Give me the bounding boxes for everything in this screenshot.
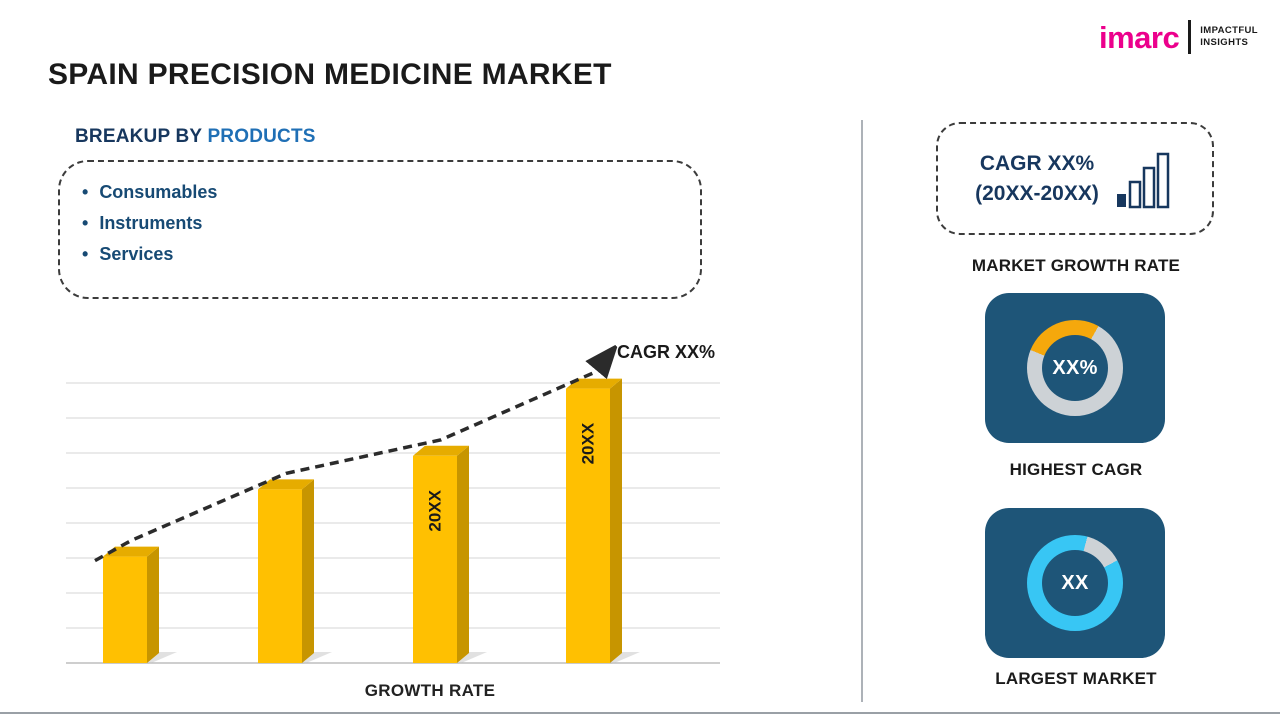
bullet-icon bbox=[82, 239, 88, 270]
bar-side-face bbox=[610, 378, 622, 663]
bar-year-label: 20XX bbox=[426, 489, 445, 531]
trend-dashed-arrow bbox=[94, 349, 614, 563]
cagr-growth-text: CAGR XX% (20XX-20XX) bbox=[975, 149, 1099, 208]
products-list: Consumables Instruments Services bbox=[60, 162, 700, 270]
largest-market-card: XX bbox=[985, 508, 1165, 658]
product-item-label: Instruments bbox=[99, 213, 203, 233]
logo-tagline-line2: INSIGHTS bbox=[1200, 37, 1249, 48]
highest-cagr-card: XX% bbox=[985, 293, 1165, 443]
bar-front-face bbox=[413, 455, 457, 663]
growth-rate-chart: 20XX 20XX CAGR XX% GROWTH RATE bbox=[60, 335, 740, 715]
bar-front-face bbox=[566, 388, 610, 663]
bullet-icon bbox=[82, 208, 88, 239]
highest-cagr-label: HIGHEST CAGR bbox=[1009, 460, 1143, 479]
bar-side-face bbox=[302, 479, 314, 663]
chart-x-axis-label: GROWTH RATE bbox=[364, 681, 496, 700]
market-growth-rate-label: MARKET GROWTH RATE bbox=[971, 256, 1181, 275]
cagr-line1: CAGR XX% bbox=[979, 152, 1095, 176]
bar-chart-icon bbox=[1116, 152, 1170, 208]
product-item-label: Consumables bbox=[99, 182, 218, 202]
logo-tagline-line1: IMPACTFUL bbox=[1200, 24, 1258, 36]
product-list-item: Services bbox=[82, 239, 700, 270]
bar-side-face bbox=[147, 546, 159, 663]
products-box: Consumables Instruments Services bbox=[58, 160, 702, 299]
trend-cagr-label: CAGR XX% bbox=[617, 342, 716, 362]
product-list-item: Consumables bbox=[82, 177, 700, 208]
imarc-logo: imarc IMPACTFUL INSIGHTS bbox=[1099, 20, 1258, 54]
breakup-heading: BREAKUP BY PRODUCTS bbox=[75, 126, 316, 148]
chart-bar bbox=[103, 546, 177, 664]
bar-top-face bbox=[566, 378, 622, 389]
growth-rate-bar-chart-svg: 20XX 20XX bbox=[66, 335, 720, 664]
chart-bar: 20XX bbox=[413, 445, 487, 664]
bar-top-face bbox=[413, 445, 469, 456]
bullet-icon bbox=[82, 177, 88, 208]
largest-market-label: LARGEST MARKET bbox=[995, 669, 1157, 688]
chart-bar bbox=[258, 479, 332, 664]
vertical-divider bbox=[861, 120, 863, 702]
bar-top-face bbox=[258, 479, 314, 490]
bar-side-face bbox=[457, 445, 469, 663]
breakup-heading-highlight: PRODUCTS bbox=[207, 126, 316, 147]
highest-cagr-donut: XX% bbox=[1027, 320, 1123, 416]
imarc-brand-text: imarc bbox=[1098, 19, 1180, 55]
logo-divider bbox=[1188, 20, 1192, 54]
highest-cagr-value: XX% bbox=[1042, 335, 1108, 401]
product-item-label: Services bbox=[99, 244, 174, 264]
logo-tagline: IMPACTFUL INSIGHTS bbox=[1200, 25, 1258, 50]
largest-market-donut: XX bbox=[1027, 535, 1123, 631]
breakup-heading-prefix: BREAKUP BY bbox=[75, 126, 202, 147]
bar-front-face bbox=[103, 556, 147, 663]
bar-top-face bbox=[103, 546, 159, 557]
cagr-growth-box: CAGR XX% (20XX-20XX) bbox=[936, 122, 1214, 235]
bar-year-label: 20XX bbox=[579, 422, 598, 464]
bar-front-face bbox=[258, 489, 302, 663]
cagr-line2: (20XX-20XX) bbox=[975, 181, 1099, 205]
largest-market-value: XX bbox=[1042, 550, 1108, 616]
page-title: SPAIN PRECISION MEDICINE MARKET bbox=[48, 58, 612, 91]
bottom-border bbox=[0, 712, 1280, 714]
chart-bar: 20XX bbox=[566, 378, 640, 664]
product-list-item: Instruments bbox=[82, 208, 700, 239]
